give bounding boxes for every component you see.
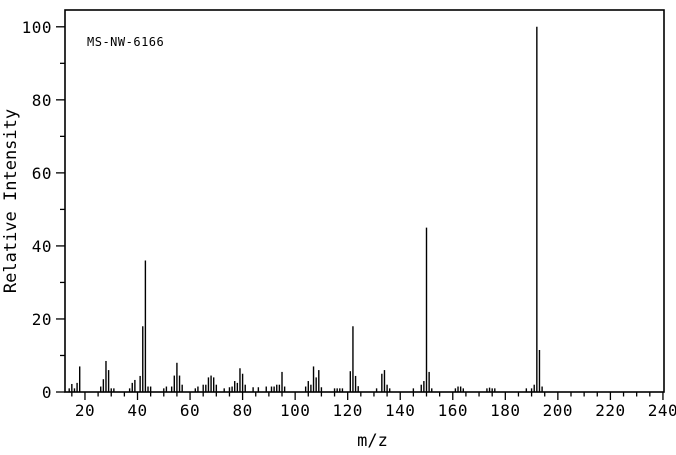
y-axis-title: Relative Intensity: [1, 109, 21, 293]
x-tick-label: 160: [438, 401, 468, 420]
y-tick-label: 0: [42, 383, 52, 402]
x-tick-label: 80: [232, 401, 252, 420]
x-axis-title: m/z: [357, 431, 388, 451]
x-tick-label: 180: [490, 401, 520, 420]
x-tick-label: 220: [595, 401, 625, 420]
x-tick-label: 20: [75, 401, 95, 420]
y-tick-label: 100: [22, 18, 52, 37]
x-tick-label: 100: [280, 401, 310, 420]
x-tick-label: 60: [180, 401, 200, 420]
y-tick-label: 80: [32, 91, 52, 110]
spectrum-id-label: MS-NW-6166: [87, 35, 164, 49]
y-tick-label: 20: [32, 310, 52, 329]
x-tick-label: 200: [543, 401, 573, 420]
y-tick-label: 60: [32, 164, 52, 183]
x-tick-label: 40: [127, 401, 147, 420]
x-tick-label: 120: [332, 401, 362, 420]
y-tick-label: 40: [32, 237, 52, 256]
plot-border: [64, 9, 665, 393]
x-tick-label: 240: [648, 401, 676, 420]
x-tick-label: 140: [385, 401, 415, 420]
